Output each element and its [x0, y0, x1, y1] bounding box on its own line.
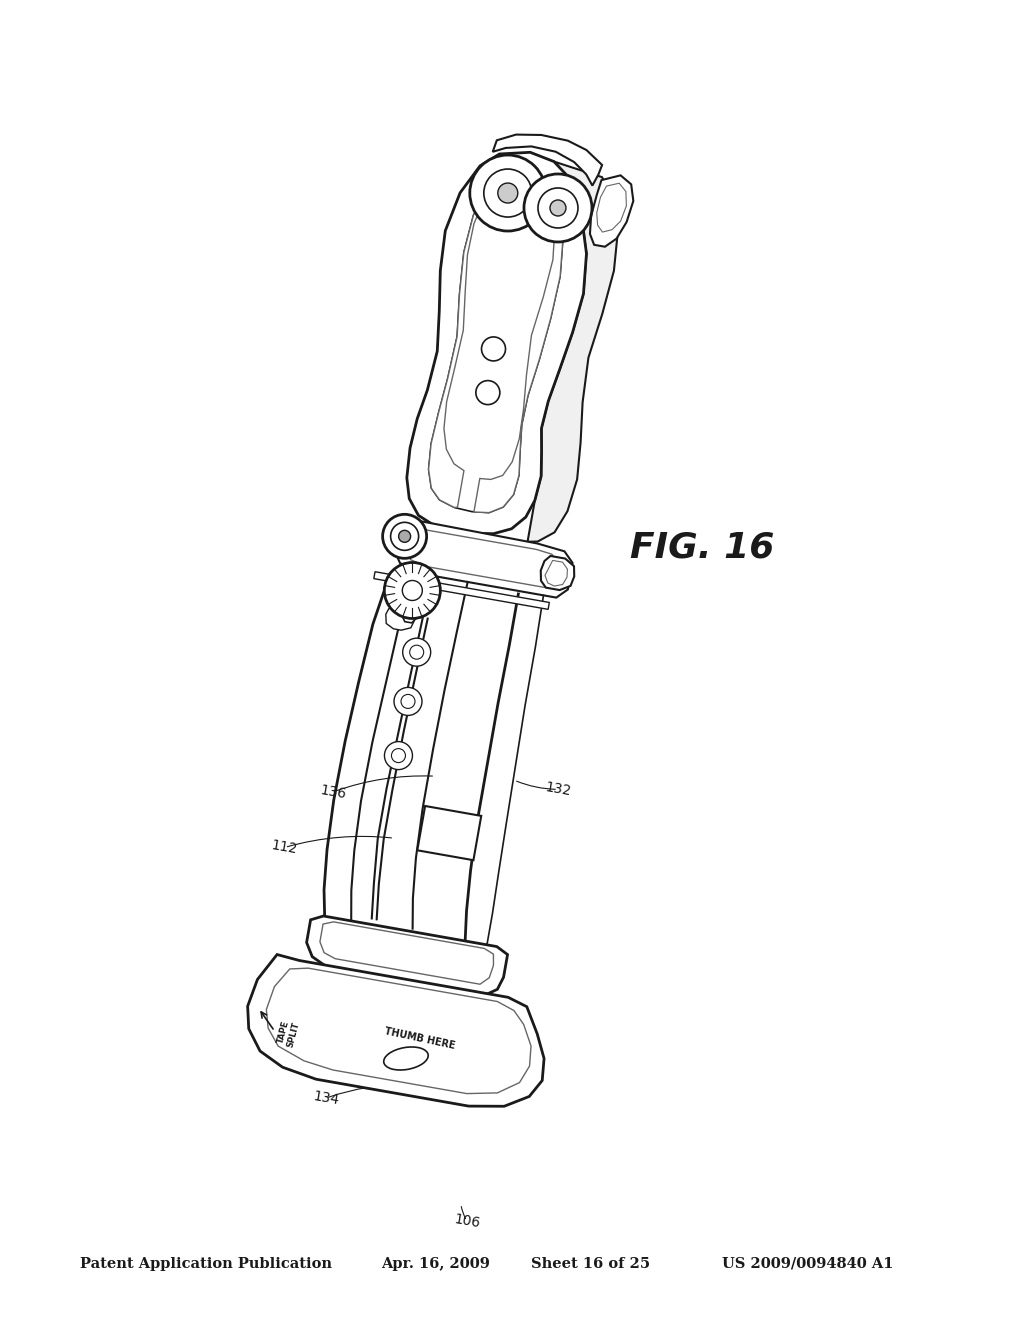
- Text: Sheet 16 of 25: Sheet 16 of 25: [531, 1257, 650, 1271]
- Circle shape: [550, 199, 566, 216]
- Circle shape: [383, 515, 427, 558]
- Circle shape: [524, 174, 592, 242]
- Circle shape: [391, 748, 406, 763]
- Circle shape: [483, 169, 531, 216]
- Circle shape: [402, 638, 431, 667]
- Text: Apr. 16, 2009: Apr. 16, 2009: [381, 1257, 489, 1271]
- Polygon shape: [248, 954, 544, 1106]
- Circle shape: [398, 531, 411, 543]
- Circle shape: [476, 380, 500, 405]
- Polygon shape: [319, 921, 494, 985]
- Text: FIG. 16: FIG. 16: [630, 531, 774, 565]
- Polygon shape: [404, 527, 558, 587]
- Polygon shape: [429, 172, 563, 512]
- Polygon shape: [474, 181, 563, 512]
- Polygon shape: [590, 176, 633, 247]
- Polygon shape: [545, 561, 567, 586]
- Circle shape: [401, 694, 415, 709]
- Polygon shape: [418, 807, 481, 861]
- Text: 112: 112: [270, 838, 299, 857]
- Ellipse shape: [384, 1047, 428, 1071]
- Polygon shape: [597, 183, 627, 232]
- Text: TAPE
SPLIT: TAPE SPLIT: [275, 1019, 301, 1049]
- Text: 106: 106: [453, 1212, 481, 1230]
- Polygon shape: [527, 161, 617, 541]
- Circle shape: [394, 688, 422, 715]
- Polygon shape: [386, 606, 414, 630]
- Polygon shape: [392, 517, 572, 598]
- Circle shape: [410, 645, 424, 659]
- Polygon shape: [429, 176, 506, 507]
- Circle shape: [384, 742, 413, 770]
- Circle shape: [384, 562, 440, 619]
- Polygon shape: [401, 566, 426, 623]
- Polygon shape: [266, 968, 531, 1093]
- Text: Patent Application Publication: Patent Application Publication: [80, 1257, 332, 1271]
- Circle shape: [481, 337, 506, 360]
- Circle shape: [538, 187, 578, 228]
- Text: 132: 132: [544, 780, 572, 799]
- Text: THUMB HERE: THUMB HERE: [383, 1026, 456, 1051]
- Polygon shape: [493, 135, 602, 186]
- Text: 136: 136: [318, 783, 347, 801]
- Circle shape: [390, 523, 419, 550]
- Polygon shape: [407, 152, 587, 533]
- Text: US 2009/0094840 A1: US 2009/0094840 A1: [722, 1257, 894, 1271]
- Text: 134: 134: [311, 1089, 340, 1107]
- Circle shape: [498, 183, 518, 203]
- Circle shape: [470, 154, 546, 231]
- Polygon shape: [306, 916, 508, 994]
- Circle shape: [402, 581, 422, 601]
- Polygon shape: [374, 572, 549, 610]
- Polygon shape: [541, 556, 574, 590]
